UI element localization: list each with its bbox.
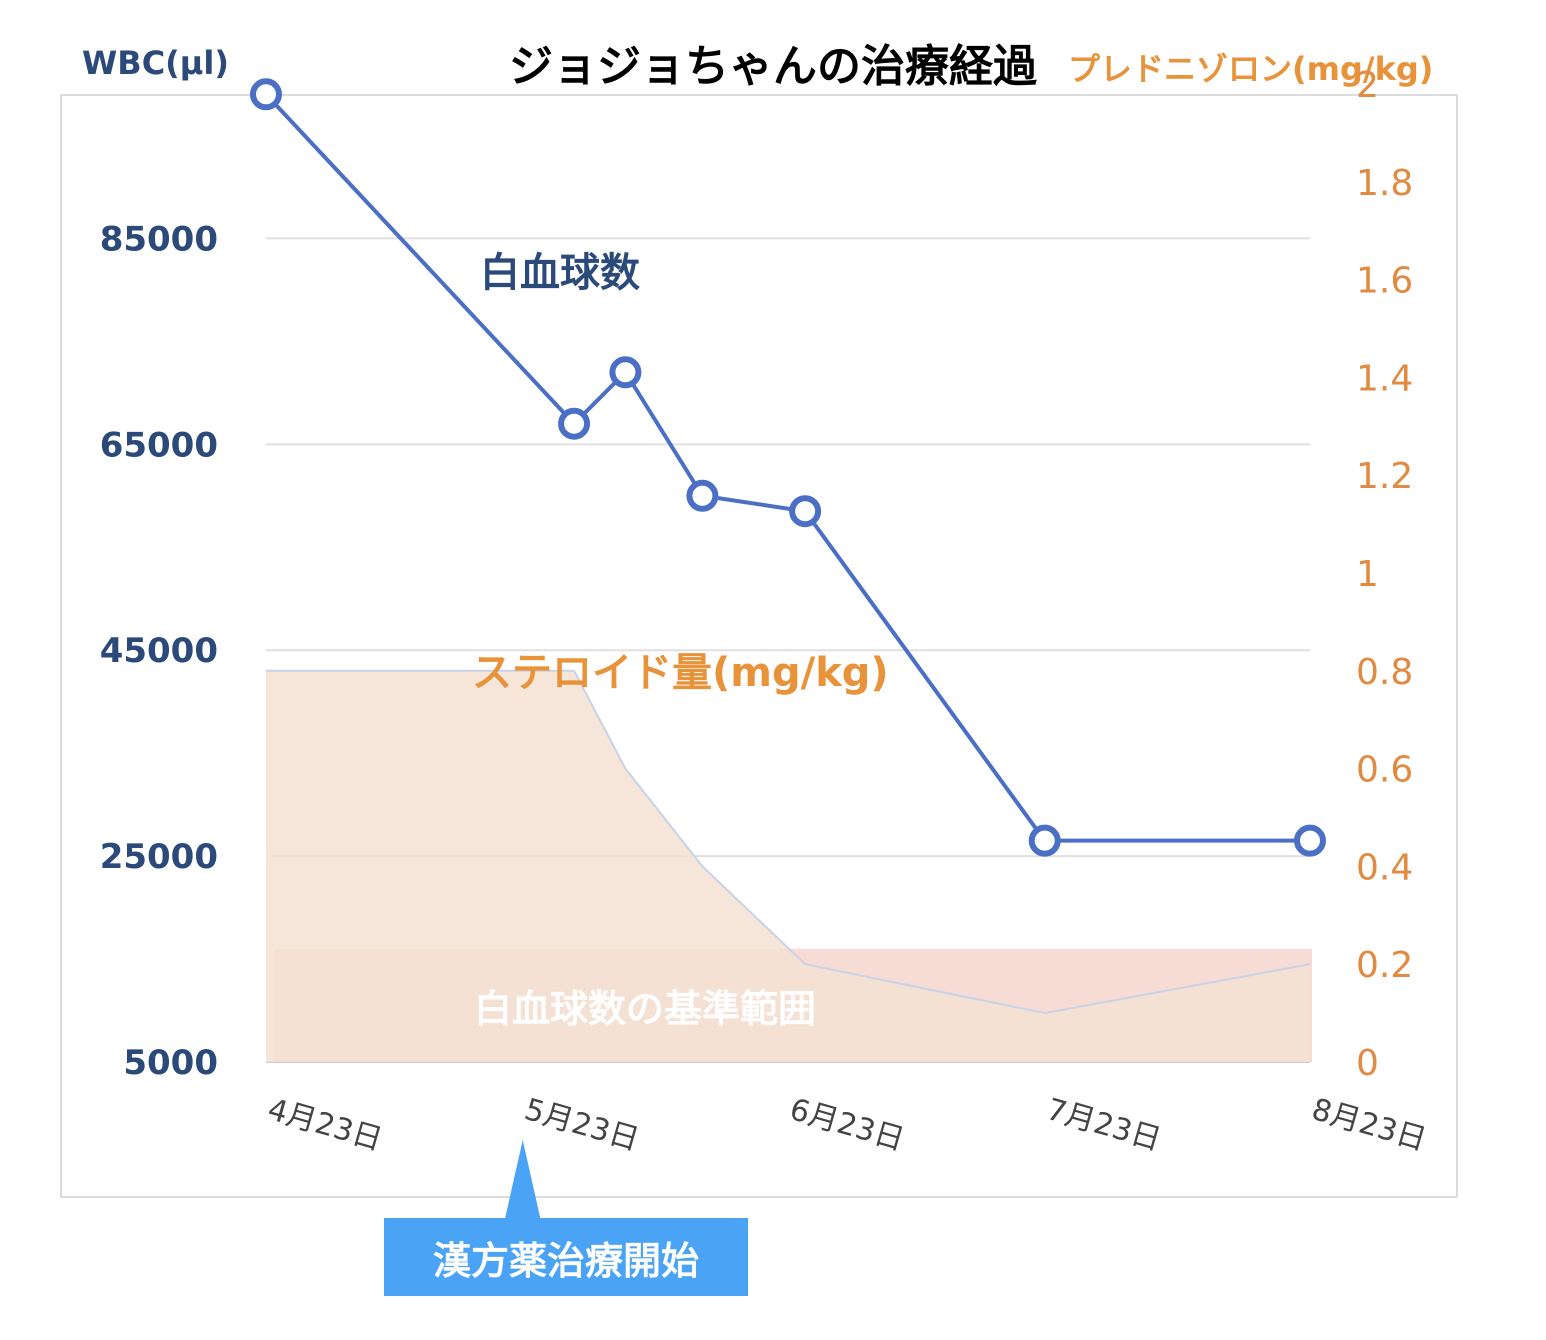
steroid-area <box>266 670 1310 1062</box>
kampo-start-callout: 漢方薬治療開始 <box>384 1218 748 1296</box>
y-right-axis-title: プレドニゾロン(mg/kg) <box>1068 50 1434 88</box>
chart-frame <box>60 94 1458 1198</box>
callout-pointer <box>504 1140 541 1220</box>
wbc-point <box>558 407 591 440</box>
y-left-tick-label: 85000 <box>100 219 218 259</box>
reference-range-label: 白血球数の基準範囲 <box>474 987 816 1031</box>
wbc-point <box>609 356 642 389</box>
y-right-tick-label: 0 <box>1356 1043 1379 1084</box>
y-right-tick-label: 2 <box>1356 65 1379 106</box>
x-tick-label: 5月23日 <box>521 1092 643 1158</box>
wbc-point <box>789 495 822 528</box>
y-right-tick-label: 1.2 <box>1356 456 1413 497</box>
chart-title: ジョジョちゃんの治療経過 <box>509 41 1037 92</box>
wbc-point <box>1294 824 1326 857</box>
wbc-series-label: 白血球数 <box>480 250 640 296</box>
y-right-tick-label: 0.4 <box>1356 847 1413 888</box>
steroid-series-label: ステロイド量(mg/kg) <box>472 650 889 696</box>
x-tick-label: 6月23日 <box>786 1092 908 1158</box>
wbc-point <box>1028 824 1061 857</box>
y-right-tick-label: 0.6 <box>1356 750 1413 791</box>
y-right-tick-label: 1 <box>1356 554 1379 595</box>
x-tick-label: 4月23日 <box>264 1092 386 1158</box>
y-right-tick-label: 0.2 <box>1356 945 1413 986</box>
y-right-tick-label: 1.6 <box>1356 261 1413 302</box>
y-left-axis-title: WBC(μl) <box>82 44 229 82</box>
wbc-point <box>250 78 282 111</box>
y-left-tick-label: 5000 <box>123 1043 218 1083</box>
x-tick-label: 7月23日 <box>1043 1092 1165 1158</box>
y-right-tick-label: 0.8 <box>1356 652 1413 693</box>
y-left-tick-label: 45000 <box>100 631 218 671</box>
y-left-tick-label: 65000 <box>100 425 218 465</box>
steroid-area-edge <box>266 669 1311 1015</box>
y-right-tick-label: 1.4 <box>1356 358 1413 399</box>
wbc-point <box>686 479 719 512</box>
x-tick-label: 8月23日 <box>1308 1092 1430 1158</box>
y-right-tick-label: 1.8 <box>1356 163 1413 204</box>
y-left-tick-label: 25000 <box>100 837 218 877</box>
